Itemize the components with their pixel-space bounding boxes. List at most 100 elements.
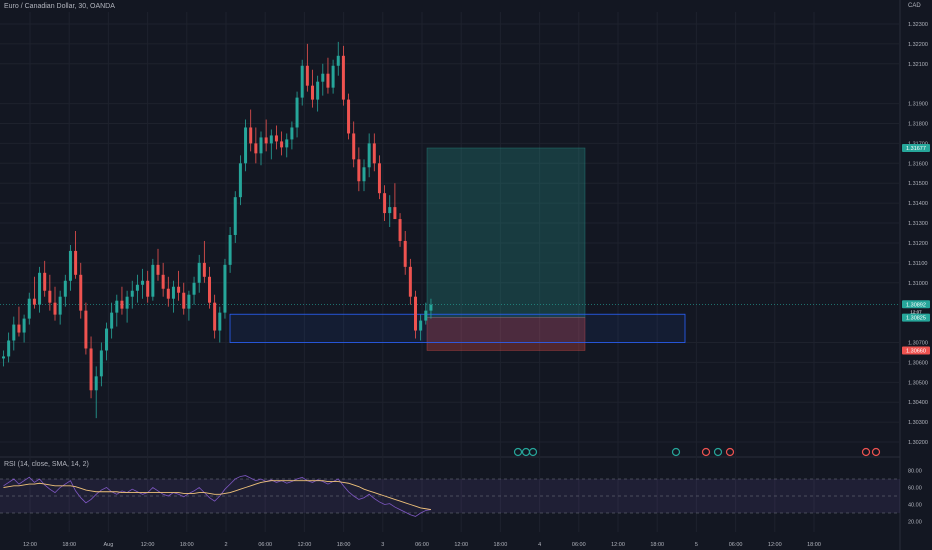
time-tick-label: 2 [224, 542, 227, 548]
time-tick-label: 4 [538, 542, 541, 548]
rsi-title[interactable]: RSI (14, close, SMA, 14, 2) [4, 461, 89, 468]
candle-body [120, 300, 124, 309]
candle-body [290, 127, 294, 140]
rsi-ma-line [3, 480, 432, 511]
candle-body [321, 73, 325, 82]
candle-body [398, 219, 402, 241]
candle-body [68, 250, 72, 281]
price-tick-label: 1.30300 [908, 420, 928, 426]
price-tick-label: 1.31900 [908, 102, 928, 108]
candle-body [27, 298, 31, 319]
candle-body [300, 65, 304, 98]
candle-body [393, 207, 397, 220]
candle-body [58, 296, 62, 315]
candle-body [94, 376, 98, 391]
time-tick-label: 5 [695, 542, 698, 548]
price-tick-label: 1.30500 [908, 380, 928, 386]
time-tick-label: 12:00 [611, 542, 625, 548]
candle-body [166, 288, 170, 299]
rsi-tick-label: 40.00 [908, 503, 922, 509]
candle-body [228, 234, 232, 265]
candle-body [7, 340, 11, 357]
candle-body [135, 284, 139, 291]
time-tick-label: 18:00 [337, 542, 351, 548]
price-tick-label: 1.30400 [908, 400, 928, 406]
stop-zone [426, 317, 586, 351]
candle-body [53, 302, 57, 315]
candle-body [182, 292, 186, 309]
candle-body [177, 286, 181, 293]
price-tick-label: 1.31300 [908, 221, 928, 227]
currency-label: CAD [908, 3, 921, 9]
event-marker-icon [713, 447, 723, 457]
price-label-box [902, 313, 930, 322]
candle-body [105, 328, 108, 351]
symbol-title[interactable]: Euro / Canadian Dollar, 30, OANDA [4, 3, 115, 10]
candle-body [367, 143, 371, 168]
event-marker-icon [725, 447, 735, 457]
price-label-text: 1.30660 [906, 348, 926, 354]
candle-body [429, 304, 433, 311]
candle-body [249, 127, 253, 144]
price-tick-label: 1.30600 [908, 360, 928, 366]
price-label-text: 1.31677 [906, 146, 926, 152]
price-label-box [902, 143, 930, 152]
price-tick-label: 1.32200 [908, 42, 928, 48]
time-tick-label: 18:00 [494, 542, 508, 548]
candle-body [32, 298, 36, 305]
candle-body [238, 163, 242, 198]
event-marker-icon [528, 447, 538, 457]
candle-body [192, 282, 196, 295]
candle-body [331, 65, 335, 88]
candle-body [424, 310, 428, 321]
time-tick-label: 12:00 [141, 542, 155, 548]
candle-body [233, 197, 237, 235]
event-marker-icon [671, 447, 681, 457]
event-marker-icon [701, 447, 711, 457]
candle-body [156, 264, 160, 275]
candle-body [254, 143, 258, 154]
price-tick-label: 1.30200 [908, 440, 928, 446]
candle-body [414, 296, 417, 331]
candle-body [362, 167, 366, 182]
price-tick-label: 1.31200 [908, 241, 928, 247]
time-tick-label: 06:00 [415, 542, 429, 548]
price-tick-label: 1.30700 [908, 340, 928, 346]
price-tick-label: 1.31000 [908, 281, 928, 287]
candle-body [48, 290, 52, 303]
candle-body [295, 97, 299, 128]
time-tick-label: 18:00 [807, 542, 821, 548]
candle-body [357, 159, 361, 182]
time-tick-label: 18:00 [180, 542, 194, 548]
candle-body [259, 137, 263, 154]
price-label-text: 1.30892 [906, 302, 926, 308]
candle-body [17, 324, 21, 333]
price-tick-label: 1.31400 [908, 201, 928, 207]
candle-body [99, 350, 103, 377]
candle-body [202, 262, 206, 277]
event-marker-icon [861, 447, 871, 457]
candle-body [79, 274, 83, 311]
price-label-text: 1.30825 [906, 316, 926, 322]
candle-body [372, 143, 376, 164]
candle-body [141, 280, 145, 285]
rsi-tick-label: 80.00 [908, 469, 922, 475]
event-marker-icon [871, 447, 881, 457]
candle-body [377, 163, 381, 194]
time-tick-label: 12:00 [23, 542, 37, 548]
candle-body [187, 294, 191, 309]
candle-body [419, 320, 423, 331]
candle-body [388, 207, 392, 214]
price-tick-label: 1.32300 [908, 22, 928, 28]
candle-body [264, 137, 268, 144]
price-tick-label: 1.32100 [908, 62, 928, 68]
time-tick-label: 06:00 [258, 542, 272, 548]
candle-body [161, 274, 165, 289]
time-tick-label: 12:00 [298, 542, 312, 548]
price-tick-label: 1.31100 [908, 261, 927, 267]
candle-body [12, 324, 16, 341]
price-tick-label: 1.31500 [908, 181, 928, 187]
candle-body [347, 99, 351, 134]
time-tick-label: 18:00 [650, 542, 664, 548]
